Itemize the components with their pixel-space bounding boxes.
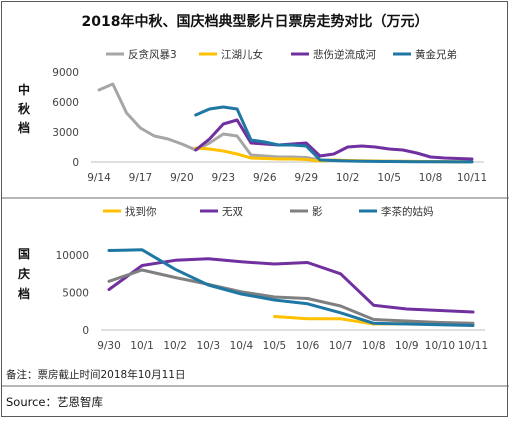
x-tick-label: 10/2 <box>163 340 187 352</box>
x-tick-label: 9/23 <box>212 172 236 184</box>
series-line <box>194 105 474 164</box>
legend-label: 悲伤逆流成河 <box>313 48 376 61</box>
series-line <box>97 82 474 164</box>
x-tick-label: 10/8 <box>362 340 386 352</box>
x-tick-label: 10/3 <box>196 340 220 352</box>
legend-label: 黄金兄弟 <box>415 48 457 61</box>
series-line <box>107 248 475 327</box>
y-tick-label: 10000 <box>56 250 89 262</box>
x-tick-label: 10/6 <box>296 340 320 352</box>
y-tick-label: 0 <box>72 157 79 169</box>
legend-label: 影 <box>312 205 323 218</box>
x-tick-label: 9/20 <box>170 172 194 184</box>
section-label-char: 档 <box>18 286 30 301</box>
legend-label: 李茶的姑妈 <box>381 205 434 218</box>
legend-label: 江湖儿女 <box>221 48 263 61</box>
national-day-panel: 国庆档 0 5000 10000 9/30 10/1 10/2 10/3 10/4 10/5 10/… <box>17 205 488 352</box>
chart-canvas: 2018年中秋、国庆档典型影片日票房走势对比（万元） 中秋档0300060009… <box>2 13 509 409</box>
series-line <box>194 118 474 161</box>
source-text: Source：艺恩智库 <box>6 395 103 409</box>
chart-frame: 2018年中秋、国庆档典型影片日票房走势对比（万元） 中秋档 0 3000 6000 9… <box>1 1 509 417</box>
y-tick-label: 9000 <box>52 67 79 79</box>
x-tick-label: 10/1 <box>130 340 154 352</box>
legend-label: 无双 <box>222 206 243 218</box>
footnote: 备注：票房截止时间2018年10月11日 <box>6 368 185 381</box>
x-tick-label: 10/5 <box>377 172 401 184</box>
x-tick-label: 10/11 <box>458 340 488 352</box>
section-label-char: 国 <box>18 247 30 261</box>
x-tick-label: 10/9 <box>395 340 419 352</box>
section-label-char: 庆 <box>17 266 30 281</box>
x-tick-label: 9/29 <box>294 172 318 184</box>
section-label-char: 秋 <box>18 101 31 116</box>
x-tick-label: 10/11 <box>457 172 487 184</box>
x-tick-label: 9/17 <box>129 172 153 184</box>
legend-label: 反贪风暴3 <box>128 48 177 61</box>
series-line <box>107 268 475 325</box>
x-tick-label: 9/14 <box>87 172 111 184</box>
x-tick-label: 10/5 <box>263 340 287 352</box>
y-tick-label: 5000 <box>62 288 89 300</box>
series-line <box>107 257 475 314</box>
x-tick-label: 10/7 <box>329 340 353 352</box>
x-tick-label: 10/2 <box>336 172 360 184</box>
y-tick-label: 0 <box>82 325 89 337</box>
x-tick-label: 10/4 <box>230 340 254 352</box>
section-label-char: 档 <box>18 120 30 135</box>
legend-label: 找到你 <box>125 205 157 218</box>
y-tick-label: 3000 <box>52 127 79 139</box>
x-tick-label: 9/30 <box>97 340 121 352</box>
y-tick-label: 6000 <box>52 97 79 109</box>
chart-title: 2018年中秋、国庆档典型影片日票房走势对比（万元） <box>82 13 429 30</box>
x-tick-label: 9/26 <box>253 172 277 184</box>
x-tick-label: 10/8 <box>419 172 443 184</box>
mid-autumn-panel: 中秋档 0 3000 6000 9000 9/14 9/17 9/20 9/23 9/26 9/29… <box>18 48 487 184</box>
x-tick-label: 10/10 <box>425 340 455 352</box>
section-label-char: 中 <box>18 82 30 97</box>
